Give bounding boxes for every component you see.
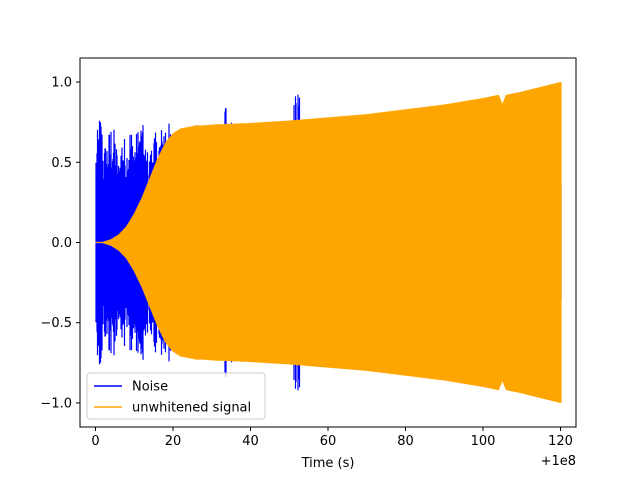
y-tick-label: 1.0 bbox=[51, 76, 72, 91]
y-tick-label: 0.5 bbox=[51, 156, 72, 171]
series-unwhitened-signal bbox=[95, 82, 562, 403]
y-tick-label: −1.0 bbox=[40, 396, 72, 411]
x-axis-label: Time (s) bbox=[301, 456, 355, 471]
y-tick-label: 0.0 bbox=[51, 236, 72, 251]
x-axis-offset-label: +1e8 bbox=[541, 454, 576, 469]
x-tick-label: 120 bbox=[548, 434, 573, 449]
x-tick-label: 20 bbox=[165, 434, 182, 449]
x-tick-label: 0 bbox=[91, 434, 99, 449]
x-tick-label: 100 bbox=[471, 434, 496, 449]
x-tick-label: 60 bbox=[320, 434, 337, 449]
series-layer bbox=[95, 82, 562, 403]
x-axis: 0 20 40 60 80 100 120 bbox=[91, 427, 573, 449]
legend-label: Noise bbox=[132, 380, 168, 395]
y-tick-label: −0.5 bbox=[40, 316, 72, 331]
legend-label: unwhitened signal bbox=[132, 401, 251, 416]
x-tick-label: 80 bbox=[397, 434, 414, 449]
series-band bbox=[95, 82, 562, 403]
y-axis: −1.0 −0.5 0.0 0.5 1.0 bbox=[40, 76, 80, 411]
x-tick-label: 40 bbox=[242, 434, 259, 449]
legend-box bbox=[86, 372, 266, 420]
legend: Noise unwhitened signal bbox=[86, 372, 266, 420]
